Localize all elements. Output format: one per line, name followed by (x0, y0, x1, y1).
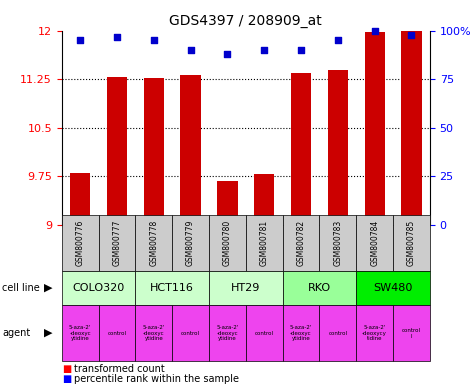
Point (224, 51, 231, 57)
Point (150, 37, 158, 43)
Text: SW480: SW480 (373, 283, 413, 293)
Text: control: control (181, 331, 200, 336)
Text: GSM800785: GSM800785 (407, 220, 416, 266)
Bar (254, 174, 275, 225)
Bar (70, 173, 90, 225)
Bar (401, 31, 422, 225)
Text: agent: agent (2, 328, 30, 338)
Point (187, 47, 194, 53)
Text: 5-aza-2'
-deoxyc
ytidine: 5-aza-2' -deoxyc ytidine (216, 325, 238, 341)
Point (297, 47, 305, 53)
Text: 5-aza-2'
-deoxycy
tidine: 5-aza-2' -deoxycy tidine (362, 325, 387, 341)
Text: ■: ■ (62, 364, 71, 374)
Point (113, 33, 121, 40)
Point (371, 28, 379, 34)
Text: cell line: cell line (2, 283, 40, 293)
Text: ▶: ▶ (44, 283, 52, 293)
Bar (180, 74, 201, 225)
Text: ▶: ▶ (44, 328, 52, 338)
Bar (217, 181, 238, 225)
Point (408, 31, 415, 38)
Title: GDS4397 / 208909_at: GDS4397 / 208909_at (170, 14, 322, 28)
Text: GSM800776: GSM800776 (76, 220, 85, 266)
Text: ■: ■ (62, 374, 71, 384)
Text: HT29: HT29 (231, 283, 260, 293)
Text: GSM800782: GSM800782 (296, 220, 305, 266)
Bar (291, 73, 311, 225)
Text: control: control (255, 331, 274, 336)
Text: GSM800781: GSM800781 (260, 220, 269, 266)
Bar (107, 77, 127, 225)
Text: 5-aza-2'
-deoxyc
ytidine: 5-aza-2' -deoxyc ytidine (69, 325, 91, 341)
Text: RKO: RKO (308, 283, 331, 293)
Bar (143, 78, 164, 225)
Text: control: control (107, 331, 126, 336)
Text: GSM800783: GSM800783 (333, 220, 342, 266)
Point (260, 47, 268, 53)
Text: control: control (328, 331, 347, 336)
Text: percentile rank within the sample: percentile rank within the sample (74, 374, 238, 384)
Point (76, 37, 84, 43)
Text: COLO320: COLO320 (73, 283, 124, 293)
Text: GSM800777: GSM800777 (113, 220, 122, 266)
Bar (328, 70, 348, 225)
Bar (364, 32, 385, 225)
Text: transformed count: transformed count (74, 364, 164, 374)
Text: 5-aza-2'
-deoxyc
ytidine: 5-aza-2' -deoxyc ytidine (290, 325, 312, 341)
Text: GSM800780: GSM800780 (223, 220, 232, 266)
Text: control
l: control l (402, 328, 421, 339)
Text: HCT116: HCT116 (150, 283, 194, 293)
Text: GSM800784: GSM800784 (370, 220, 379, 266)
Text: 5-aza-2'
-deoxyc
ytidine: 5-aza-2' -deoxyc ytidine (142, 325, 165, 341)
Text: GSM800779: GSM800779 (186, 220, 195, 266)
Text: GSM800778: GSM800778 (149, 220, 158, 266)
Point (334, 37, 342, 43)
